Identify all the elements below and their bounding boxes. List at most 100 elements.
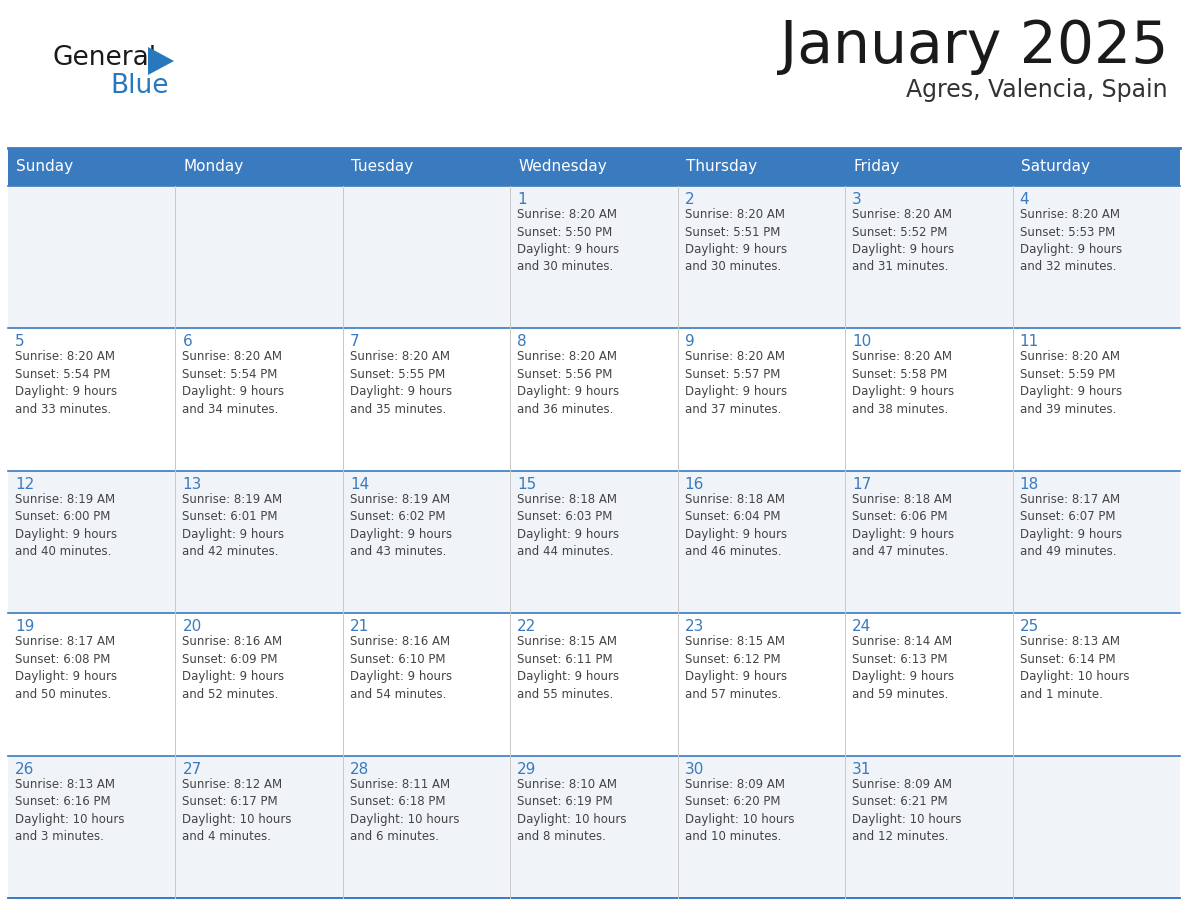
Text: 11: 11: [1019, 334, 1038, 350]
Text: 28: 28: [349, 762, 369, 777]
Text: 21: 21: [349, 620, 369, 634]
Bar: [511, 148, 677, 186]
Bar: [8, 471, 176, 613]
Text: 2: 2: [684, 192, 694, 207]
Text: Sunday: Sunday: [15, 160, 74, 174]
Text: 8: 8: [517, 334, 527, 350]
Text: 25: 25: [1019, 620, 1038, 634]
Text: 16: 16: [684, 476, 704, 492]
Text: Sunrise: 8:12 AM
Sunset: 6:17 PM
Daylight: 10 hours
and 4 minutes.: Sunrise: 8:12 AM Sunset: 6:17 PM Dayligh…: [183, 778, 292, 843]
Text: Sunrise: 8:09 AM
Sunset: 6:21 PM
Daylight: 10 hours
and 12 minutes.: Sunrise: 8:09 AM Sunset: 6:21 PM Dayligh…: [852, 778, 961, 843]
Bar: [511, 756, 677, 898]
Bar: [677, 613, 845, 756]
Text: 10: 10: [852, 334, 871, 350]
Bar: [845, 186, 1012, 329]
Text: 5: 5: [15, 334, 25, 350]
Text: Sunrise: 8:20 AM
Sunset: 5:52 PM
Daylight: 9 hours
and 31 minutes.: Sunrise: 8:20 AM Sunset: 5:52 PM Dayligh…: [852, 208, 954, 274]
Text: Saturday: Saturday: [1020, 160, 1089, 174]
Text: Agres, Valencia, Spain: Agres, Valencia, Spain: [906, 78, 1168, 102]
Text: Sunrise: 8:10 AM
Sunset: 6:19 PM
Daylight: 10 hours
and 8 minutes.: Sunrise: 8:10 AM Sunset: 6:19 PM Dayligh…: [517, 778, 627, 843]
Text: 4: 4: [1019, 192, 1029, 207]
Text: Sunrise: 8:09 AM
Sunset: 6:20 PM
Daylight: 10 hours
and 10 minutes.: Sunrise: 8:09 AM Sunset: 6:20 PM Dayligh…: [684, 778, 795, 843]
Bar: [845, 756, 1012, 898]
Bar: [677, 186, 845, 329]
Bar: [845, 613, 1012, 756]
Text: 17: 17: [852, 476, 871, 492]
Text: General: General: [52, 45, 156, 71]
Text: 1: 1: [517, 192, 527, 207]
Text: Sunrise: 8:18 AM
Sunset: 6:06 PM
Daylight: 9 hours
and 47 minutes.: Sunrise: 8:18 AM Sunset: 6:06 PM Dayligh…: [852, 493, 954, 558]
Text: 20: 20: [183, 620, 202, 634]
Text: Sunrise: 8:11 AM
Sunset: 6:18 PM
Daylight: 10 hours
and 6 minutes.: Sunrise: 8:11 AM Sunset: 6:18 PM Dayligh…: [349, 778, 460, 843]
Bar: [8, 613, 176, 756]
Text: Sunrise: 8:17 AM
Sunset: 6:08 PM
Daylight: 9 hours
and 50 minutes.: Sunrise: 8:17 AM Sunset: 6:08 PM Dayligh…: [15, 635, 118, 700]
Text: Sunrise: 8:20 AM
Sunset: 5:53 PM
Daylight: 9 hours
and 32 minutes.: Sunrise: 8:20 AM Sunset: 5:53 PM Dayligh…: [1019, 208, 1121, 274]
Bar: [511, 613, 677, 756]
Bar: [511, 186, 677, 329]
Bar: [176, 148, 343, 186]
Text: Thursday: Thursday: [685, 160, 757, 174]
Text: Sunrise: 8:20 AM
Sunset: 5:54 PM
Daylight: 9 hours
and 33 minutes.: Sunrise: 8:20 AM Sunset: 5:54 PM Dayligh…: [15, 351, 118, 416]
Text: 31: 31: [852, 762, 872, 777]
Bar: [8, 329, 176, 471]
Text: 15: 15: [517, 476, 537, 492]
Text: Sunrise: 8:13 AM
Sunset: 6:16 PM
Daylight: 10 hours
and 3 minutes.: Sunrise: 8:13 AM Sunset: 6:16 PM Dayligh…: [15, 778, 125, 843]
Text: Sunrise: 8:20 AM
Sunset: 5:51 PM
Daylight: 9 hours
and 30 minutes.: Sunrise: 8:20 AM Sunset: 5:51 PM Dayligh…: [684, 208, 786, 274]
Bar: [677, 471, 845, 613]
Bar: [511, 471, 677, 613]
Text: Friday: Friday: [853, 160, 899, 174]
Bar: [677, 329, 845, 471]
Bar: [845, 329, 1012, 471]
Text: 18: 18: [1019, 476, 1038, 492]
Bar: [176, 329, 343, 471]
Text: 29: 29: [517, 762, 537, 777]
Bar: [845, 148, 1012, 186]
Bar: [176, 613, 343, 756]
Bar: [343, 329, 511, 471]
Bar: [1012, 148, 1180, 186]
Text: Sunrise: 8:20 AM
Sunset: 5:58 PM
Daylight: 9 hours
and 38 minutes.: Sunrise: 8:20 AM Sunset: 5:58 PM Dayligh…: [852, 351, 954, 416]
Text: 13: 13: [183, 476, 202, 492]
Bar: [1012, 471, 1180, 613]
Text: 22: 22: [517, 620, 537, 634]
Text: Sunrise: 8:15 AM
Sunset: 6:12 PM
Daylight: 9 hours
and 57 minutes.: Sunrise: 8:15 AM Sunset: 6:12 PM Dayligh…: [684, 635, 786, 700]
Text: 7: 7: [349, 334, 360, 350]
Bar: [343, 613, 511, 756]
Bar: [677, 148, 845, 186]
Bar: [511, 329, 677, 471]
Bar: [176, 756, 343, 898]
Bar: [845, 471, 1012, 613]
Text: Sunrise: 8:16 AM
Sunset: 6:09 PM
Daylight: 9 hours
and 52 minutes.: Sunrise: 8:16 AM Sunset: 6:09 PM Dayligh…: [183, 635, 285, 700]
Text: 19: 19: [15, 620, 34, 634]
Text: Monday: Monday: [183, 160, 244, 174]
Bar: [176, 186, 343, 329]
Bar: [1012, 756, 1180, 898]
Text: Sunrise: 8:14 AM
Sunset: 6:13 PM
Daylight: 9 hours
and 59 minutes.: Sunrise: 8:14 AM Sunset: 6:13 PM Dayligh…: [852, 635, 954, 700]
Text: 24: 24: [852, 620, 871, 634]
Text: Sunrise: 8:19 AM
Sunset: 6:00 PM
Daylight: 9 hours
and 40 minutes.: Sunrise: 8:19 AM Sunset: 6:00 PM Dayligh…: [15, 493, 118, 558]
Text: 14: 14: [349, 476, 369, 492]
Text: Sunrise: 8:19 AM
Sunset: 6:01 PM
Daylight: 9 hours
and 42 minutes.: Sunrise: 8:19 AM Sunset: 6:01 PM Dayligh…: [183, 493, 285, 558]
Text: 30: 30: [684, 762, 704, 777]
Text: Sunrise: 8:17 AM
Sunset: 6:07 PM
Daylight: 9 hours
and 49 minutes.: Sunrise: 8:17 AM Sunset: 6:07 PM Dayligh…: [1019, 493, 1121, 558]
Text: Sunrise: 8:20 AM
Sunset: 5:54 PM
Daylight: 9 hours
and 34 minutes.: Sunrise: 8:20 AM Sunset: 5:54 PM Dayligh…: [183, 351, 285, 416]
Bar: [677, 756, 845, 898]
Text: 12: 12: [15, 476, 34, 492]
Text: Sunrise: 8:20 AM
Sunset: 5:55 PM
Daylight: 9 hours
and 35 minutes.: Sunrise: 8:20 AM Sunset: 5:55 PM Dayligh…: [349, 351, 451, 416]
Bar: [343, 756, 511, 898]
Bar: [8, 186, 176, 329]
Text: Sunrise: 8:20 AM
Sunset: 5:56 PM
Daylight: 9 hours
and 36 minutes.: Sunrise: 8:20 AM Sunset: 5:56 PM Dayligh…: [517, 351, 619, 416]
Text: Sunrise: 8:16 AM
Sunset: 6:10 PM
Daylight: 9 hours
and 54 minutes.: Sunrise: 8:16 AM Sunset: 6:10 PM Dayligh…: [349, 635, 451, 700]
Text: Sunrise: 8:20 AM
Sunset: 5:50 PM
Daylight: 9 hours
and 30 minutes.: Sunrise: 8:20 AM Sunset: 5:50 PM Dayligh…: [517, 208, 619, 274]
Text: 26: 26: [15, 762, 34, 777]
Bar: [8, 148, 176, 186]
Text: Sunrise: 8:20 AM
Sunset: 5:59 PM
Daylight: 9 hours
and 39 minutes.: Sunrise: 8:20 AM Sunset: 5:59 PM Dayligh…: [1019, 351, 1121, 416]
Text: Sunrise: 8:15 AM
Sunset: 6:11 PM
Daylight: 9 hours
and 55 minutes.: Sunrise: 8:15 AM Sunset: 6:11 PM Dayligh…: [517, 635, 619, 700]
Text: 23: 23: [684, 620, 704, 634]
Bar: [1012, 613, 1180, 756]
Bar: [343, 148, 511, 186]
Text: 3: 3: [852, 192, 861, 207]
Text: Sunrise: 8:18 AM
Sunset: 6:04 PM
Daylight: 9 hours
and 46 minutes.: Sunrise: 8:18 AM Sunset: 6:04 PM Dayligh…: [684, 493, 786, 558]
Text: Tuesday: Tuesday: [350, 160, 413, 174]
Text: Blue: Blue: [110, 73, 169, 99]
